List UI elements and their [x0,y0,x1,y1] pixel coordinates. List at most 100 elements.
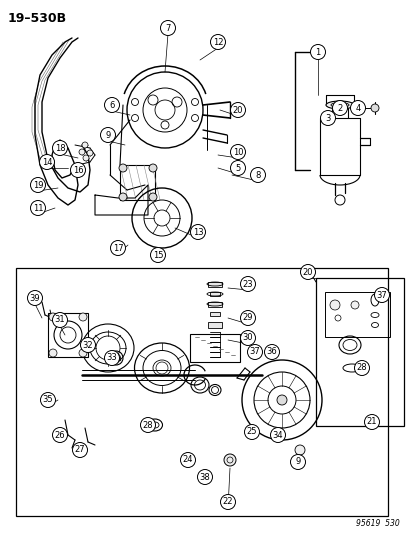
Text: 3: 3 [325,114,330,123]
Text: 37: 37 [376,290,387,300]
Text: 19: 19 [33,181,43,190]
Circle shape [223,454,235,466]
Text: 39: 39 [30,294,40,303]
Circle shape [210,35,225,50]
Circle shape [264,344,279,359]
Circle shape [40,392,55,408]
Circle shape [300,264,315,279]
Circle shape [240,311,255,326]
Circle shape [31,177,45,192]
Text: 10: 10 [232,148,243,157]
Circle shape [104,351,119,366]
Text: 31: 31 [55,316,65,325]
Text: 25: 25 [246,427,256,437]
Text: 29: 29 [242,313,253,322]
Circle shape [180,453,195,467]
Text: 33: 33 [107,353,117,362]
Circle shape [149,193,157,201]
Circle shape [244,424,259,440]
Circle shape [49,349,57,357]
Circle shape [79,349,87,357]
Circle shape [270,427,285,442]
Text: 5: 5 [235,164,240,173]
Text: 27: 27 [74,446,85,455]
Circle shape [100,127,115,142]
Circle shape [110,240,125,255]
Text: 36: 36 [266,348,277,357]
Circle shape [247,344,262,359]
Bar [207,282,221,287]
Text: 9: 9 [294,457,300,466]
Text: 14: 14 [42,157,52,166]
Bar [16,268,387,516]
Circle shape [104,98,119,112]
Circle shape [320,110,335,125]
Text: 15: 15 [152,251,163,260]
Text: 1: 1 [315,47,320,56]
Bar [209,292,219,296]
Text: 26: 26 [55,431,65,440]
Text: 7: 7 [165,23,170,33]
Text: 24: 24 [182,456,193,464]
Circle shape [31,200,45,215]
Circle shape [310,44,325,60]
Text: 35: 35 [43,395,53,405]
Circle shape [350,101,365,116]
Circle shape [119,193,127,201]
Bar [48,313,88,357]
Bar [209,312,219,316]
Circle shape [350,301,358,309]
Circle shape [82,142,88,148]
Circle shape [230,144,245,159]
Circle shape [160,20,175,36]
Circle shape [250,167,265,182]
Bar [190,334,240,362]
Circle shape [39,155,55,169]
Text: 19–530B: 19–530B [8,12,67,25]
Circle shape [49,313,57,321]
Text: 32: 32 [83,341,93,350]
Circle shape [240,330,255,345]
Circle shape [240,277,255,292]
Circle shape [52,427,67,442]
Circle shape [70,163,85,177]
Circle shape [83,155,89,161]
Circle shape [370,104,378,112]
Text: 6: 6 [109,101,114,109]
Text: 28: 28 [142,421,153,430]
Text: 9: 9 [105,131,110,140]
Circle shape [354,360,369,376]
Circle shape [140,417,155,432]
Circle shape [276,395,286,405]
Circle shape [334,195,344,205]
Text: 22: 22 [222,497,233,506]
Text: 8: 8 [255,171,260,180]
Bar [315,278,403,426]
Circle shape [72,442,87,457]
Ellipse shape [325,101,353,109]
Circle shape [52,312,67,327]
Bar [324,292,389,337]
Text: 95619  530: 95619 530 [356,519,399,528]
Text: 4: 4 [354,103,360,112]
Circle shape [149,164,157,172]
Text: 20: 20 [232,106,243,115]
Text: 17: 17 [112,244,123,253]
Circle shape [79,149,85,155]
Text: 28: 28 [356,364,366,373]
Circle shape [230,160,245,175]
Circle shape [87,150,93,156]
Text: 23: 23 [242,279,253,288]
Circle shape [374,287,389,303]
Text: 11: 11 [33,204,43,213]
Circle shape [332,101,347,116]
Circle shape [290,455,305,470]
Circle shape [230,102,245,117]
Text: 2: 2 [337,103,342,112]
Circle shape [52,141,67,156]
Bar [207,322,221,328]
Circle shape [363,415,379,430]
Text: 37: 37 [249,348,260,357]
Circle shape [119,164,127,172]
Circle shape [79,313,87,321]
